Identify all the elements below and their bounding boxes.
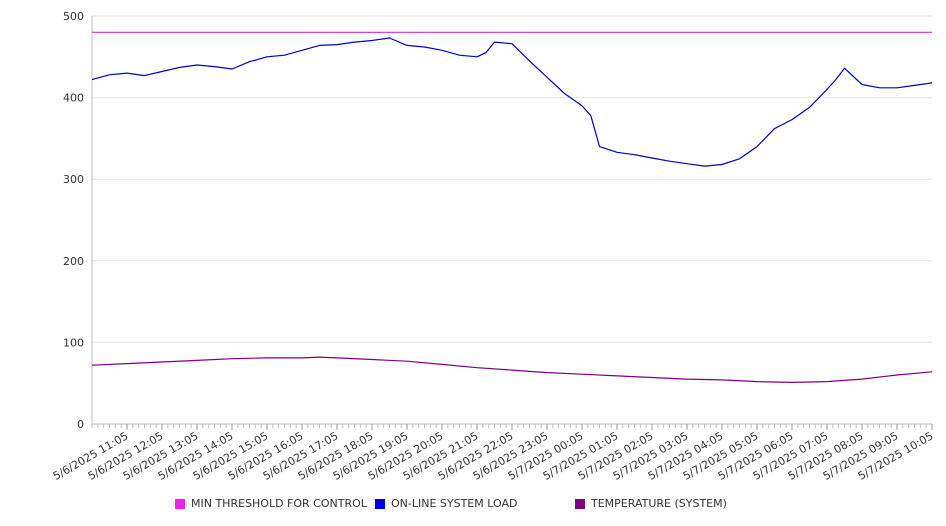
temperature-line	[91, 356, 933, 383]
y-tick-label: 500	[63, 10, 84, 23]
y-tick-label: 200	[63, 255, 84, 268]
legend-item-threshold[interactable]: MIN THRESHOLD FOR CONTROL	[175, 497, 367, 510]
legend-item-temperature[interactable]: TEMPERATURE (SYSTEM)	[575, 497, 727, 510]
legend-label-temperature: TEMPERATURE (SYSTEM)	[591, 497, 727, 510]
y-tick-label: 100	[63, 336, 84, 349]
legend-swatch-system-load	[375, 498, 385, 509]
series-lines	[91, 31, 933, 383]
legend-label-system-load: ON-LINE SYSTEM LOAD	[391, 497, 518, 510]
grid-lines	[92, 15, 932, 343]
legend-swatch-threshold	[175, 498, 185, 509]
system-load-line	[91, 37, 933, 167]
legend: MIN THRESHOLD FOR CONTROL ON-LINE SYSTEM…	[0, 497, 946, 517]
x-axis: 5/6/2025 11:055/6/2025 12:055/6/2025 13:…	[51, 423, 936, 483]
y-tick-label: 400	[63, 92, 84, 105]
legend-label-threshold: MIN THRESHOLD FOR CONTROL	[191, 497, 367, 510]
legend-item-system-load[interactable]: ON-LINE SYSTEM LOAD	[375, 497, 517, 510]
y-tick-label: 300	[63, 173, 84, 186]
y-tick-label: 0	[77, 418, 84, 431]
y-axis: 0 100 200 300 400 500	[63, 10, 93, 431]
legend-swatch-temperature	[575, 498, 585, 509]
